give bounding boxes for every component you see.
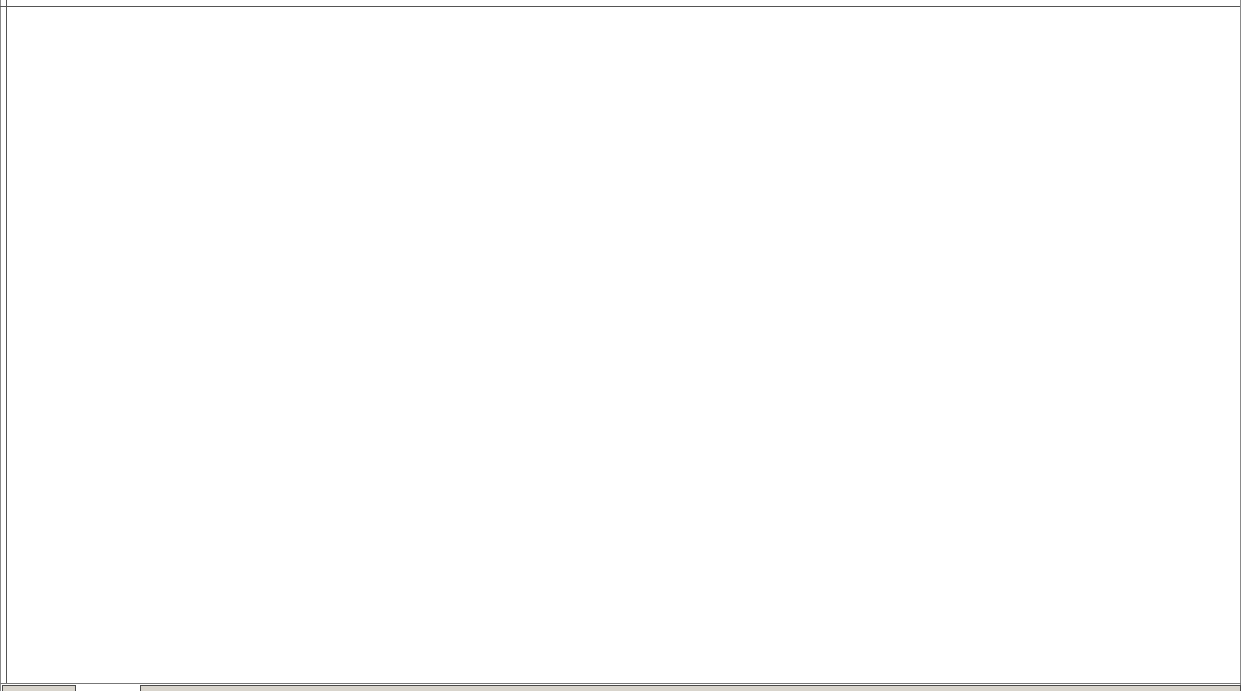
bottom-tab-stub[interactable] <box>140 685 1241 691</box>
window-border-top <box>0 6 1241 7</box>
bottom-tab-stub[interactable] <box>2 685 76 691</box>
window-border-bottom <box>0 683 1241 684</box>
window-border-left <box>0 0 1 691</box>
window-border-left-inner <box>6 0 7 684</box>
